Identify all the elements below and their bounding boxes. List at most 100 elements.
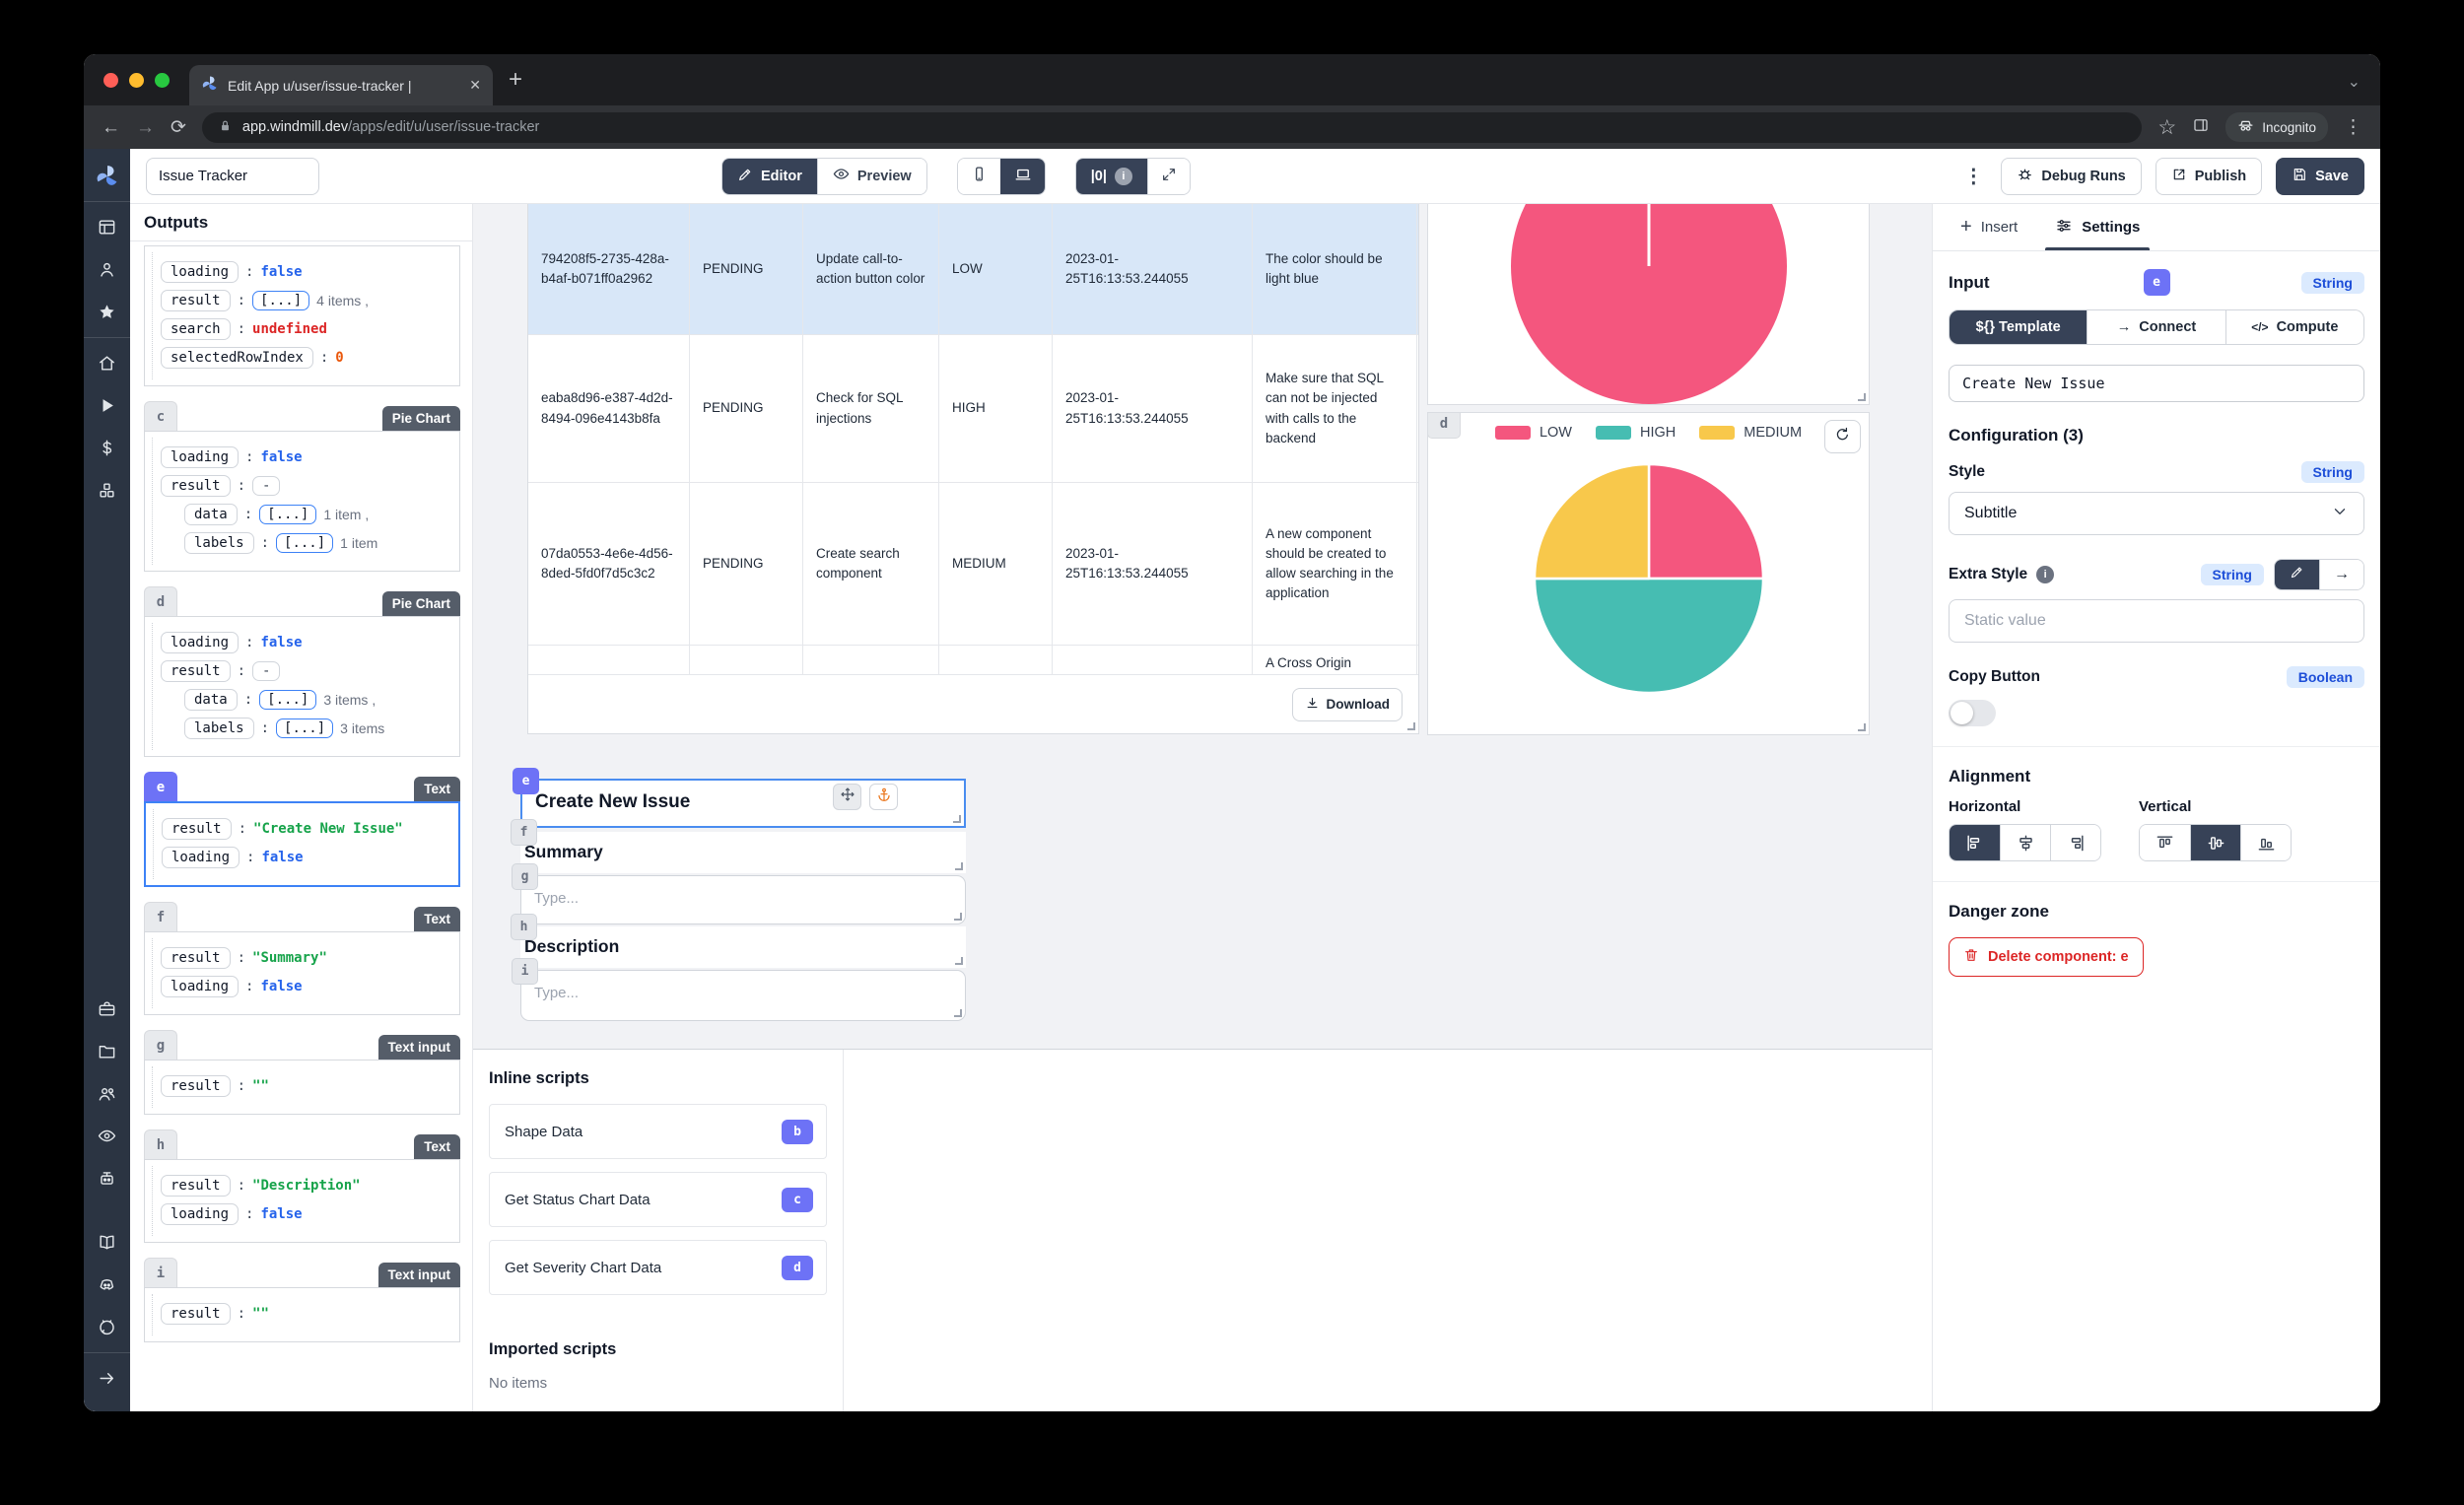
sidebar-item-home[interactable] [84, 342, 130, 384]
download-button[interactable]: Download [1291, 687, 1403, 721]
forward-icon[interactable]: → [136, 116, 155, 138]
mobile-view-button[interactable] [957, 158, 1000, 194]
pie-chart-c-component[interactable] [1427, 204, 1870, 405]
output-row-loading[interactable]: loading: false [161, 1203, 449, 1225]
template-mode-button[interactable]: ${} Template [1950, 310, 2088, 344]
table-row[interactable]: 794208f5-2735-428a-b4af-b071ff0a2962 PEND… [528, 204, 1418, 335]
legend-item-high[interactable]: HIGH [1595, 425, 1676, 441]
preview-tab[interactable]: Preview [816, 158, 926, 194]
output-row-result[interactable]: result: [...] 4 items , [161, 290, 449, 311]
output-row-result[interactable]: result: "Description" [161, 1175, 449, 1197]
sidebar-item-toolbox[interactable] [84, 988, 130, 1030]
inline-script-c[interactable]: Get Status Chart Data c [489, 1172, 827, 1227]
move-handle-button[interactable] [833, 784, 861, 810]
debug-runs-button[interactable]: Debug Runs [2001, 157, 2142, 195]
table-component[interactable]: 794208f5-2735-428a-b4af-b071ff0a2962 PEND… [527, 204, 1419, 734]
connect-mode-button[interactable]: → Connect [2087, 310, 2225, 344]
sidebar-item-discord[interactable] [84, 1264, 130, 1306]
output-row-loading[interactable]: loading: false [162, 847, 448, 868]
back-icon[interactable]: ← [102, 116, 120, 138]
compute-mode-button[interactable]: </> Compute [2224, 310, 2363, 344]
side-panel-icon[interactable] [2192, 116, 2210, 138]
resize-handle[interactable] [1858, 393, 1866, 401]
inline-script-d[interactable]: Get Severity Chart Data d [489, 1240, 827, 1295]
settings-tab[interactable]: Settings [2039, 204, 2156, 250]
inline-script-b[interactable]: Shape Data b [489, 1104, 827, 1159]
close-window-button[interactable] [103, 73, 118, 88]
sidebar-item-user[interactable] [84, 248, 130, 291]
resize-handle[interactable] [954, 1009, 962, 1017]
connect-arrow-button[interactable]: → [2319, 560, 2363, 589]
resize-handle[interactable] [1407, 722, 1415, 730]
output-row-loading[interactable]: loading: false [161, 261, 449, 283]
resize-handle[interactable] [1858, 723, 1866, 731]
align-v-center-button[interactable] [2190, 825, 2240, 860]
output-row-loading[interactable]: loading: false [161, 976, 449, 997]
resize-handle[interactable] [955, 957, 963, 965]
align-v-bottom-button[interactable] [2240, 825, 2291, 860]
align-h-center-button[interactable] [2000, 825, 2050, 860]
table-row[interactable]: eaba8d96-e387-4d2d-8494-096e4143b8fa PEND… [528, 335, 1418, 483]
delete-component-button[interactable]: Delete component: e [1949, 937, 2144, 977]
legend-item-medium[interactable]: MEDIUM [1699, 425, 1802, 441]
text-component-e[interactable]: e Create New Issue [513, 768, 966, 828]
resize-handle[interactable] [954, 913, 962, 921]
hide-panel-button[interactable]: |0| i [1075, 158, 1147, 194]
bookmark-star-icon[interactable]: ☆ [2157, 115, 2177, 139]
output-row-loading[interactable]: loading: false [161, 446, 449, 468]
component-chip-e[interactable]: e [144, 772, 177, 801]
anchor-button[interactable] [869, 784, 898, 810]
output-row-labels[interactable]: labels: [...] 1 item [184, 532, 449, 554]
reload-icon[interactable]: ⟳ [171, 116, 186, 138]
app-canvas[interactable]: 794208f5-2735-428a-b4af-b071ff0a2962 PEND… [473, 204, 1932, 1049]
sidebar-item-dollar[interactable] [84, 427, 130, 469]
address-bar[interactable]: app.windmill.dev/apps/edit/u/user/issue-… [201, 111, 2143, 143]
component-chip-h[interactable]: h [511, 914, 537, 940]
component-chip-f[interactable]: f [511, 819, 537, 846]
minimize-window-button[interactable] [129, 73, 144, 88]
traffic-lights[interactable] [103, 73, 170, 88]
component-chip-d[interactable]: d [144, 586, 177, 616]
output-row-result[interactable]: result: "" [161, 1303, 449, 1325]
sidebar-item-app-window[interactable] [84, 206, 130, 248]
sidebar-item-eye[interactable] [84, 1115, 130, 1157]
template-value-input[interactable]: Create New Issue [1949, 365, 2364, 402]
publish-button[interactable]: Publish [2155, 157, 2263, 195]
extra-style-input[interactable]: Static value [1949, 599, 2364, 643]
table-row[interactable]: 07da0553-4e6e-4d56-8ded-5fd0f7d5c3c2 PEND… [528, 483, 1418, 646]
component-chip-d[interactable]: d [1428, 413, 1461, 439]
text-component-f[interactable]: f Summary [511, 819, 966, 873]
component-chip-i[interactable]: i [512, 958, 538, 985]
output-row-labels[interactable]: labels: [...] 3 items [184, 718, 449, 739]
output-row-result[interactable]: result: "" [161, 1075, 449, 1097]
align-h-left-button[interactable] [1950, 825, 2000, 860]
tab-list-chevron-icon[interactable]: ⌄ [2347, 74, 2361, 91]
output-row-loading[interactable]: loading: false [161, 632, 449, 653]
output-row-result[interactable]: result: - [161, 660, 449, 682]
copy-button-toggle[interactable] [1949, 700, 1996, 726]
resize-handle[interactable] [955, 862, 963, 870]
output-row-result[interactable]: result: - [161, 475, 449, 497]
sidebar-item-arrow-right[interactable] [84, 1357, 130, 1400]
fullscreen-button[interactable] [1146, 158, 1190, 194]
static-edit-button[interactable] [2275, 560, 2319, 589]
component-chip-f[interactable]: f [144, 902, 177, 931]
text-input-component-i[interactable]: i Type... [512, 958, 966, 1021]
maximize-window-button[interactable] [155, 73, 170, 88]
insert-tab[interactable]: + Insert [1960, 216, 2019, 238]
browser-menu-kebab-icon[interactable]: ⋮ [2344, 116, 2362, 138]
align-h-right-button[interactable] [2050, 825, 2100, 860]
style-select[interactable]: Subtitle [1949, 492, 2364, 535]
sidebar-item-cubes[interactable] [84, 469, 130, 512]
app-title-input[interactable] [146, 157, 319, 195]
tab-close-icon[interactable]: ✕ [469, 77, 481, 93]
component-chip-g[interactable]: g [144, 1030, 177, 1060]
sidebar-item-book[interactable] [84, 1221, 130, 1264]
component-chip-c[interactable]: c [144, 401, 177, 431]
text-input-component-g[interactable]: g Type... [512, 863, 966, 924]
sidebar-item-github[interactable] [84, 1306, 130, 1348]
sidebar-item-robot[interactable] [84, 1157, 130, 1199]
sidebar-item-play[interactable] [84, 384, 130, 427]
editor-tab[interactable]: Editor [722, 158, 817, 194]
resize-handle[interactable] [953, 815, 961, 823]
